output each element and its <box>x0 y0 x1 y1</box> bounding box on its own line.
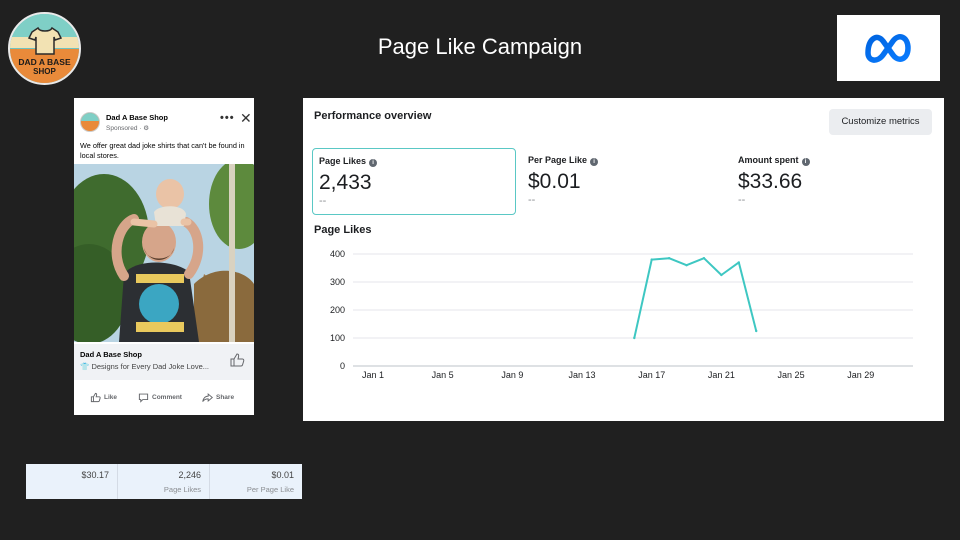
ad-image[interactable] <box>74 164 254 342</box>
share-button[interactable]: Share <box>202 392 234 403</box>
page-likes-line-chart[interactable]: 400 300 200 100 0 Jan 1 Jan 5 Jan 9 Jan 13 Jan 17… <box>303 238 944 388</box>
like-button[interactable]: Like <box>90 392 117 403</box>
data-point[interactable] <box>633 336 636 340</box>
x-tick-label: Jan 29 <box>847 370 874 380</box>
x-tick-label: Jan 5 <box>432 370 454 380</box>
metric-label: Per Page Like i <box>528 155 599 166</box>
stat-value: 2,246 <box>178 470 201 480</box>
metric-label: Amount spent i <box>738 155 810 166</box>
like-label: Like <box>104 394 118 402</box>
stat-per-page-like: $0.01 Per Page Like <box>210 464 302 499</box>
data-point[interactable] <box>737 261 741 264</box>
comment-icon <box>138 393 149 403</box>
x-tick-label: Jan 17 <box>638 370 665 380</box>
tshirt-icon <box>28 26 62 55</box>
page-likes-series-line[interactable] <box>633 257 758 339</box>
ad-sponsored-label: Sponsored · ⚙ <box>106 125 150 132</box>
x-tick-label: Jan 9 <box>501 370 523 380</box>
stat-page-likes: 2,246 Page Likes <box>118 464 210 499</box>
ad-header: Dad A Base Shop Sponsored · ⚙ ••• ✕ <box>80 110 252 134</box>
data-point[interactable] <box>667 257 671 260</box>
y-tick-label: 100 <box>330 333 345 343</box>
info-icon[interactable]: i <box>590 158 599 166</box>
x-tick-label: Jan 13 <box>569 370 596 380</box>
y-tick-label: 400 <box>330 249 345 259</box>
performance-overview-panel: Performance overview Customize metrics P… <box>303 98 944 421</box>
ad-actions-bar: Like Comment Share <box>74 388 254 408</box>
y-tick-label: 200 <box>330 305 345 315</box>
performance-title: Performance overview <box>314 110 432 122</box>
y-tick-label: 0 <box>340 361 345 371</box>
share-icon <box>202 393 214 402</box>
x-tick-label: Jan 25 <box>778 370 805 380</box>
slide-title: Page Like Campaign <box>377 34 583 59</box>
meta-infinity-icon <box>865 34 911 63</box>
data-point[interactable] <box>755 329 758 333</box>
x-tick-label: Jan 1 <box>362 370 384 380</box>
metric-label: Page Likes i <box>319 156 378 167</box>
shop-logo: DAD A BASE SHOP <box>8 12 81 85</box>
info-icon[interactable]: i <box>369 159 378 167</box>
y-tick-label: 300 <box>330 277 345 287</box>
metric-value: $0.01 <box>528 170 581 193</box>
close-icon[interactable]: ✕ <box>240 110 252 126</box>
ad-page-name[interactable]: Dad A Base Shop <box>106 113 168 122</box>
metric-delta: -- <box>528 194 536 206</box>
results-summary-row: $30.17 2,246 Page Likes $0.01 Per Page L… <box>26 464 302 499</box>
stat-label: Per Page Like <box>246 485 294 494</box>
ad-primary-text: We offer great dad joke shirts that can'… <box>80 141 245 160</box>
metric-card-per-page-like[interactable]: Per Page Like i $0.01 -- <box>522 148 726 215</box>
metric-delta: -- <box>319 195 327 207</box>
stat-label: Page Likes <box>163 485 201 494</box>
facebook-ad-preview: Dad A Base Shop Sponsored · ⚙ ••• ✕ We o… <box>74 98 254 415</box>
ad-footer-subtitle: 👕 Designs for Every Dad Joke Love... <box>80 362 209 371</box>
metric-value: 2,433 <box>319 171 372 194</box>
thumbs-up-icon[interactable] <box>229 352 245 368</box>
customize-metrics-button[interactable]: Customize metrics <box>829 109 932 135</box>
metric-card-amount-spent[interactable]: Amount spent i $33.66 -- <box>732 148 936 215</box>
x-tick-label: Jan 21 <box>708 370 735 380</box>
tshirt-emoji-icon: 👕 <box>80 362 90 371</box>
share-label: Share <box>216 394 235 402</box>
data-point[interactable] <box>685 264 688 267</box>
logo-text-line2: SHOP <box>33 67 56 76</box>
metric-card-page-likes[interactable]: Page Likes i 2,433 -- <box>312 148 516 215</box>
logo-text-line1: DAD A BASE <box>18 57 71 67</box>
info-icon[interactable]: i <box>801 158 810 166</box>
meta-logo <box>837 15 940 81</box>
stat-value: $0.01 <box>271 470 294 480</box>
stat-value: $30.17 <box>81 470 109 480</box>
data-point[interactable] <box>702 257 706 260</box>
metric-value: $33.66 <box>738 170 803 193</box>
dad-and-baby-photo <box>74 164 254 342</box>
comment-label: Comment <box>152 394 182 402</box>
ad-footer[interactable]: Dad A Base Shop 👕 Designs for Every Dad … <box>74 344 254 380</box>
more-options-icon[interactable]: ••• <box>220 112 235 124</box>
ad-footer-title: Dad A Base Shop <box>80 350 142 359</box>
like-icon <box>90 392 101 403</box>
chart-title: Page Likes <box>314 224 372 236</box>
comment-button[interactable]: Comment <box>138 392 182 403</box>
ad-footer-subtitle-text: Designs for Every Dad Joke Love... <box>91 362 209 371</box>
data-point[interactable] <box>720 273 723 277</box>
data-point[interactable] <box>650 258 653 261</box>
stat-amount-spent: $30.17 <box>26 464 118 499</box>
page-avatar[interactable] <box>80 112 100 132</box>
metric-delta: -- <box>738 194 746 206</box>
